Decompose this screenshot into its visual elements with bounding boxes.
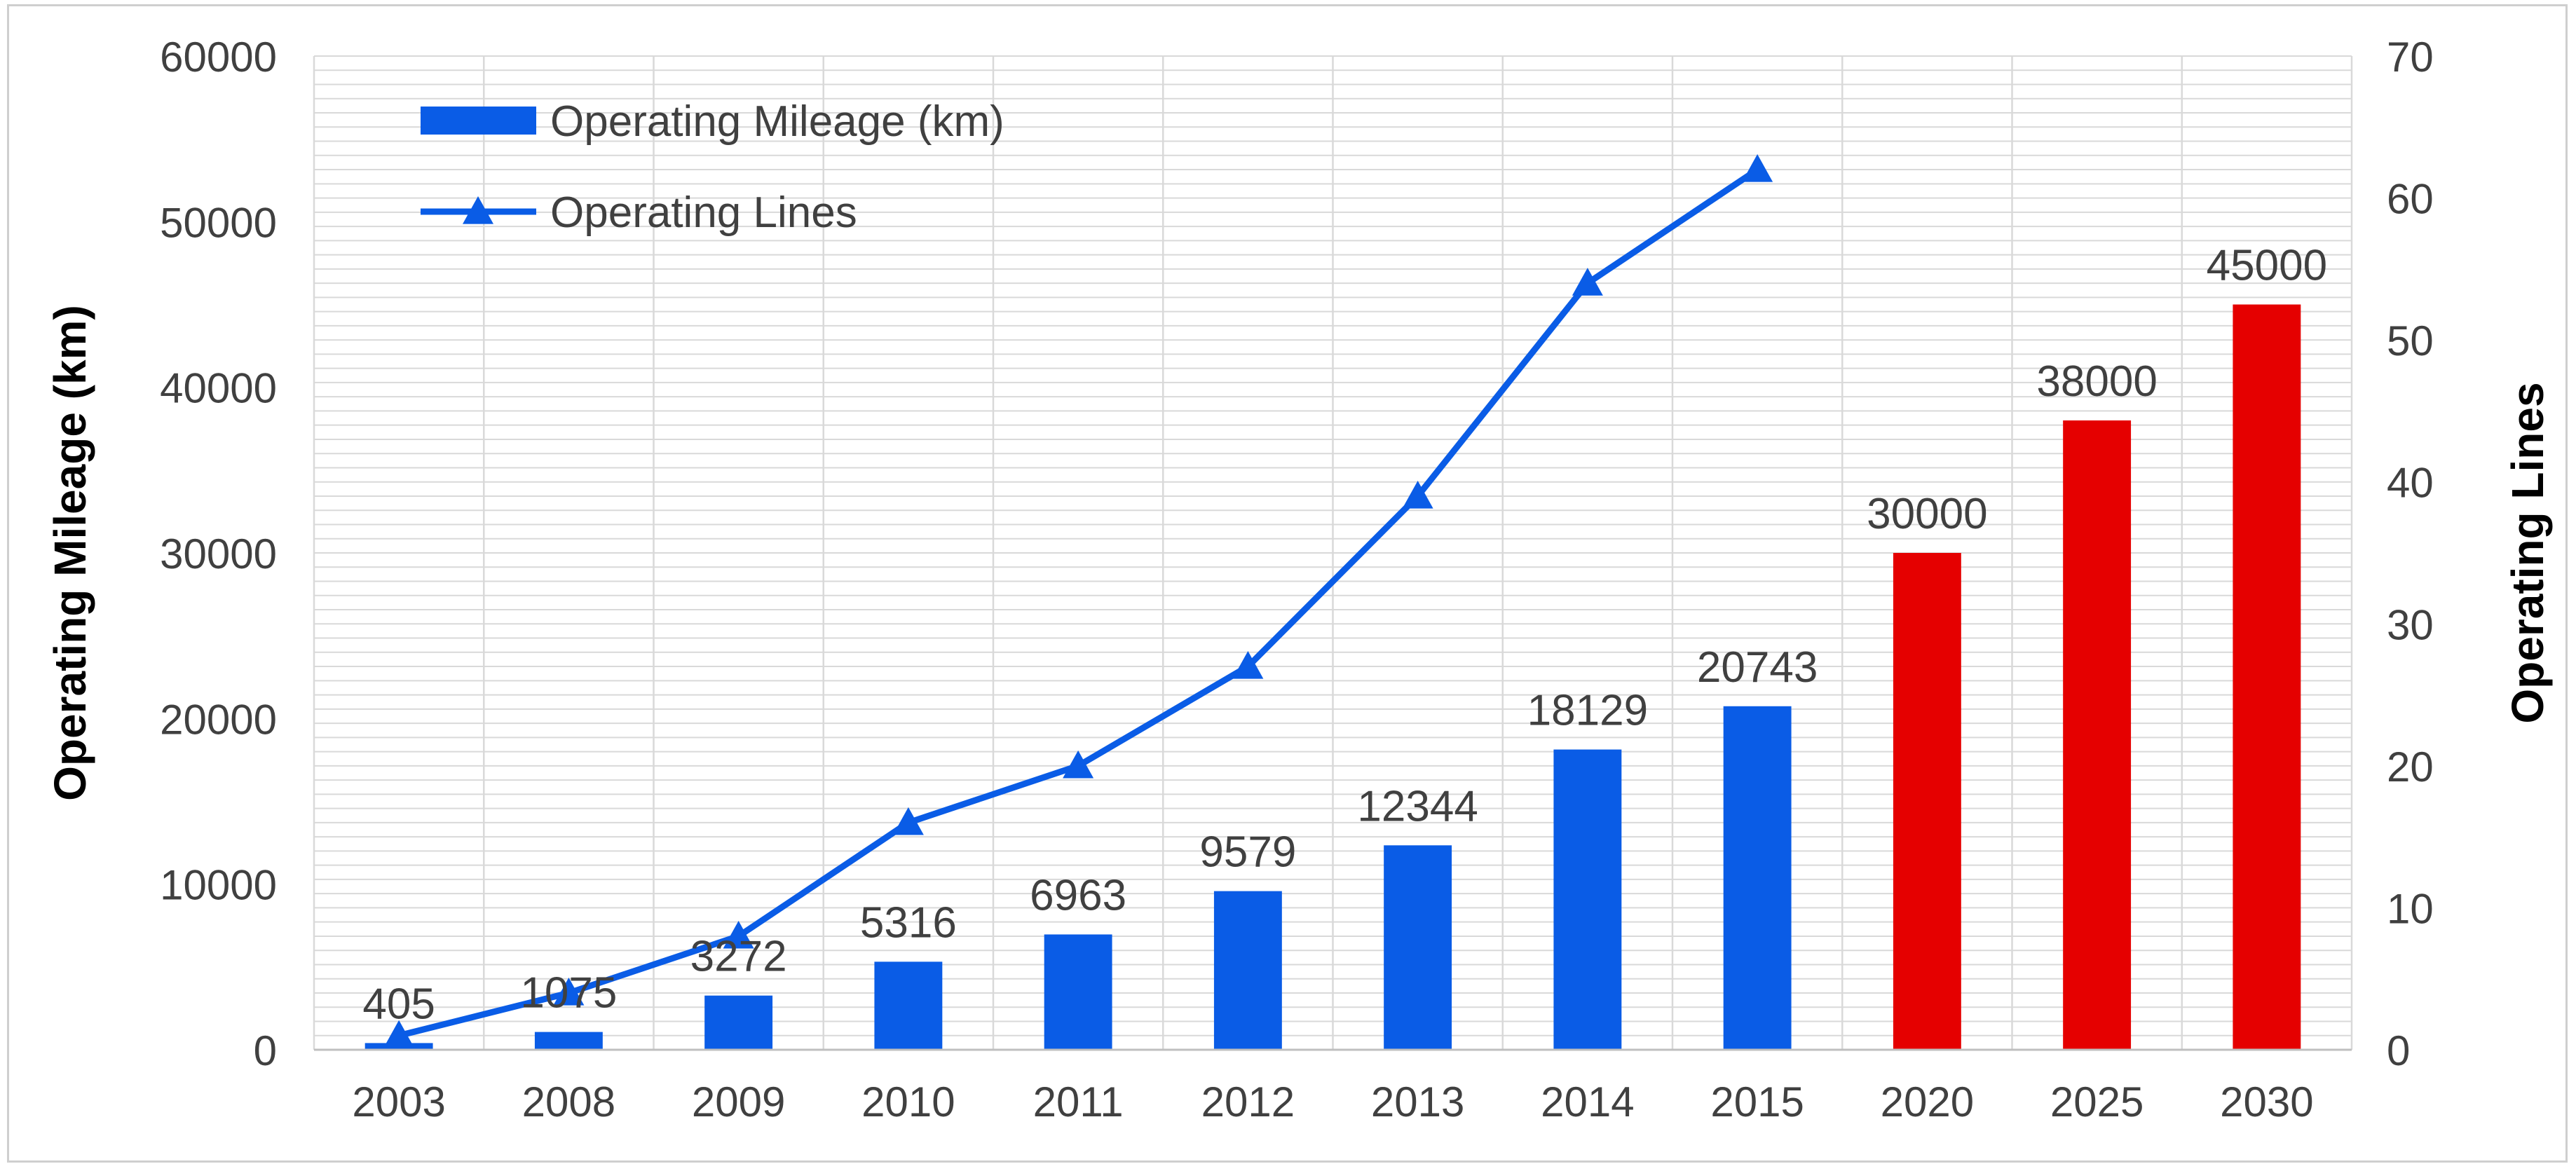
bar-actual — [1213, 891, 1282, 1050]
bar-planned — [2233, 304, 2301, 1050]
line-marker-triangle — [553, 977, 585, 1006]
bar-data-label: 1075 — [520, 969, 617, 1018]
bar-data-label: 9579 — [1199, 828, 1296, 877]
chart-frame — [7, 4, 2568, 1163]
x-tick-label: 2013 — [1371, 1078, 1464, 1125]
bar-data-label: 12344 — [1357, 782, 1478, 830]
legend-bar-icon — [421, 107, 536, 135]
line-marker-triangle — [1232, 651, 1264, 679]
x-tick-label: 2020 — [1881, 1078, 1974, 1125]
y-left-tick-label: 10000 — [160, 862, 277, 909]
bar-data-label: 20743 — [1697, 643, 1818, 692]
bar-planned — [2063, 420, 2132, 1050]
x-tick-label: 2008 — [522, 1078, 615, 1125]
x-tick-label: 2009 — [692, 1078, 785, 1125]
bar-data-label: 5316 — [860, 898, 957, 947]
x-tick-label: 2025 — [2050, 1078, 2144, 1125]
y-right-tick-label: 70 — [2387, 34, 2434, 81]
x-tick-label: 2012 — [1201, 1078, 1295, 1125]
y-right-tick-label: 50 — [2387, 317, 2434, 364]
bar-actual — [874, 961, 943, 1050]
legend-triangle-icon — [463, 196, 493, 224]
bar-actual — [1044, 934, 1112, 1050]
bar-data-label: 18129 — [1527, 687, 1648, 735]
line-marker-triangle — [1402, 480, 1433, 509]
line-marker-triangle — [383, 1020, 415, 1048]
bar-actual — [1553, 749, 1622, 1050]
bar-data-label: 45000 — [2207, 242, 2327, 290]
x-tick-label: 2030 — [2220, 1078, 2313, 1125]
line-marker-triangle — [723, 920, 754, 949]
y-left-tick-label: 40000 — [160, 365, 277, 412]
y-left-tick-label: 50000 — [160, 199, 277, 246]
legend-label-mileage: Operating Mileage (km) — [550, 97, 1004, 146]
y-left-tick-label: 0 — [254, 1027, 277, 1074]
x-tick-label: 2015 — [1710, 1078, 1804, 1125]
y-left-tick-label: 20000 — [160, 696, 277, 743]
y-right-axis-title: Operating Lines — [2502, 382, 2553, 723]
y-right-tick-label: 20 — [2387, 744, 2434, 790]
bar-actual — [1384, 845, 1452, 1050]
y-right-tick-label: 10 — [2387, 885, 2434, 932]
y-right-tick-label: 60 — [2387, 176, 2434, 223]
bar-planned — [1893, 553, 1961, 1050]
y-left-tick-label: 30000 — [160, 530, 277, 577]
y-right-tick-label: 30 — [2387, 601, 2434, 648]
bar-data-label: 6963 — [1030, 871, 1126, 919]
line-marker-triangle — [1063, 750, 1094, 779]
bar-actual — [1723, 706, 1792, 1050]
legend-label-lines: Operating Lines — [550, 189, 857, 237]
x-tick-label: 2011 — [1033, 1078, 1124, 1125]
y-right-tick-label: 40 — [2387, 460, 2434, 507]
bar-data-label: 30000 — [1867, 490, 1987, 538]
bar-data-label: 38000 — [2036, 357, 2157, 406]
bar-data-label: 405 — [362, 980, 435, 1028]
bar-data-label: 3272 — [690, 933, 787, 981]
line-marker-triangle — [1742, 154, 1773, 182]
x-tick-label: 2003 — [352, 1078, 445, 1125]
line-marker-triangle — [892, 807, 924, 835]
line-marker-triangle — [1572, 268, 1603, 296]
x-tick-label: 2010 — [861, 1078, 955, 1125]
bar-actual — [534, 1032, 603, 1050]
y-left-tick-label: 60000 — [160, 34, 277, 81]
y-right-tick-label: 0 — [2387, 1027, 2410, 1074]
x-tick-label: 2014 — [1541, 1078, 1634, 1125]
bar-actual — [704, 995, 773, 1050]
y-left-axis-title: Operating Mileage (km) — [45, 305, 95, 801]
